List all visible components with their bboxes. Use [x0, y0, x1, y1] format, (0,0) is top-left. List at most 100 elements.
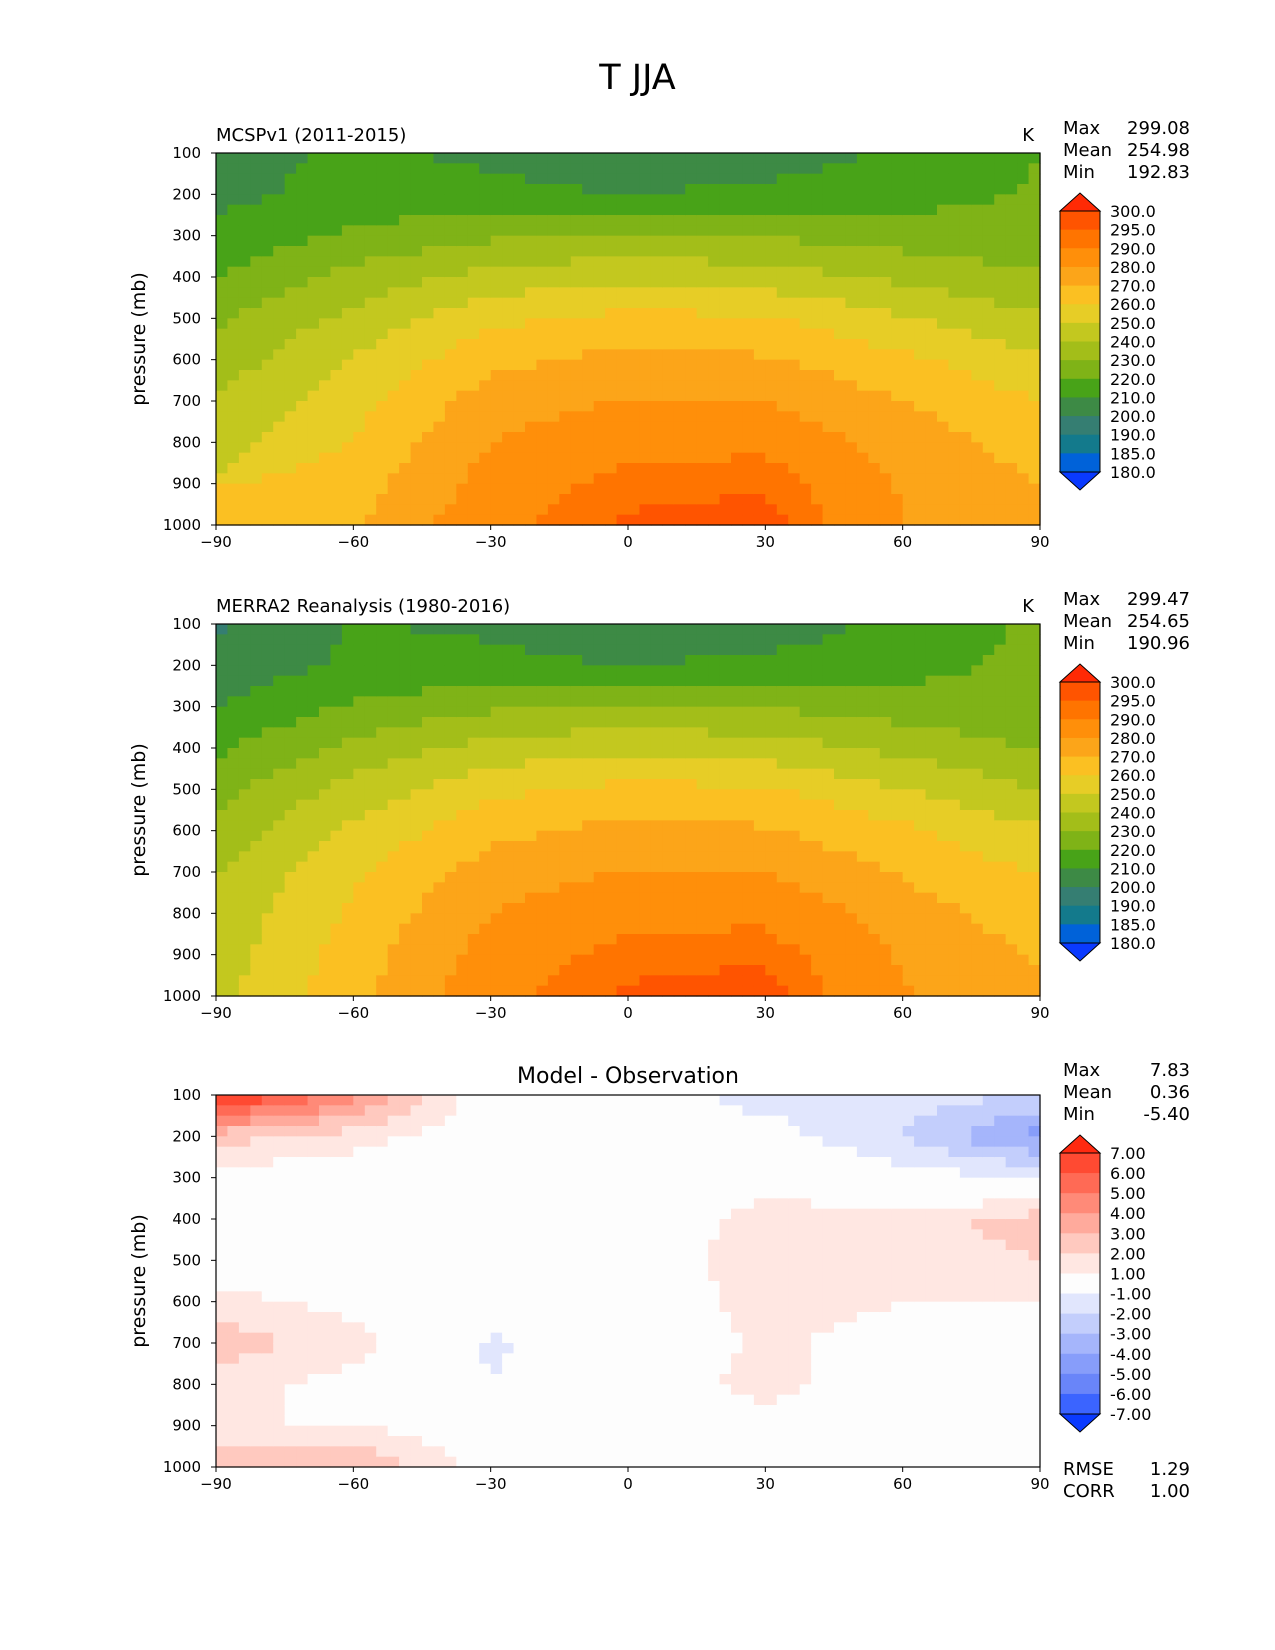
- field-cell: [696, 370, 709, 381]
- field-cell: [788, 634, 801, 646]
- field-cell: [605, 401, 618, 412]
- field-cell: [959, 215, 972, 226]
- field-cell: [673, 194, 686, 206]
- field-cell: [353, 841, 366, 852]
- field-cell: [856, 153, 869, 164]
- field-cell: [639, 173, 652, 185]
- field-cell: [582, 256, 595, 268]
- field-cell: [307, 634, 320, 646]
- field-cell: [296, 748, 309, 759]
- field-cell: [776, 442, 789, 454]
- field-cell: [708, 737, 721, 749]
- field-cell: [856, 442, 869, 454]
- field-cell: [319, 913, 332, 925]
- field-cell: [536, 779, 549, 790]
- field-cell: [582, 494, 595, 505]
- field-cell: [319, 934, 332, 945]
- field-cell: [273, 644, 286, 656]
- field-cell: [662, 985, 675, 997]
- field-cell: [822, 308, 835, 319]
- field-cell: [628, 411, 641, 423]
- field-cell: [776, 246, 789, 257]
- field-cell: [605, 246, 618, 257]
- field-cell: [330, 411, 343, 423]
- field-cell: [399, 184, 412, 195]
- field-cell: [536, 655, 549, 666]
- field-cell: [1005, 225, 1018, 237]
- field-cell: [410, 225, 423, 237]
- field-cell: [444, 204, 457, 216]
- field-cell: [490, 494, 503, 505]
- field-cell: [216, 204, 229, 216]
- field-cell: [1028, 390, 1041, 402]
- field-cell: [376, 173, 389, 185]
- field-cell: [925, 717, 938, 728]
- field-cell: [776, 380, 789, 392]
- field-cell: [559, 153, 572, 164]
- field-cell: [1005, 297, 1018, 309]
- field-cell: [971, 452, 984, 464]
- field-cell: [570, 717, 583, 728]
- field-cell: [216, 297, 229, 309]
- field-cell: [353, 727, 366, 739]
- field-cell: [879, 297, 892, 309]
- field-cell: [433, 308, 446, 319]
- field-cell: [238, 624, 251, 635]
- field-cell: [444, 779, 457, 790]
- field-cell: [1017, 380, 1030, 392]
- field-cell: [742, 246, 755, 257]
- field-cell: [353, 717, 366, 728]
- field-cell: [479, 655, 492, 666]
- field-cell: [799, 287, 812, 299]
- field-cell: [467, 411, 480, 423]
- field-cell: [570, 892, 583, 904]
- field-cell: [628, 297, 641, 309]
- field-cell: [547, 892, 560, 904]
- field-cell: [261, 624, 274, 635]
- field-cell: [341, 903, 354, 914]
- field-cell: [593, 349, 606, 361]
- field-cell: [570, 696, 583, 708]
- field-cell: [914, 737, 927, 749]
- field-cell: [948, 235, 961, 247]
- field-cell: [330, 163, 343, 175]
- field-cell: [982, 277, 995, 288]
- field-cell: [673, 328, 686, 340]
- field-cell: [364, 872, 377, 883]
- field-cell: [891, 810, 904, 821]
- field-cell: [502, 892, 515, 904]
- field-cell: [513, 944, 526, 956]
- field-cell: [753, 277, 766, 288]
- field-cell: [479, 359, 492, 371]
- field-cell: [467, 820, 480, 832]
- field-cell: [662, 624, 675, 635]
- field-cell: [650, 235, 663, 247]
- field-cell: [708, 390, 721, 402]
- field-cell: [891, 225, 904, 237]
- field-cell: [731, 965, 744, 976]
- field-cell: [216, 768, 229, 780]
- field-cell: [799, 820, 812, 832]
- field-cell: [273, 184, 286, 195]
- field-cell: [376, 954, 389, 966]
- field-cell: [765, 215, 778, 226]
- field-cell: [296, 830, 309, 842]
- colorbar-swatch: [1060, 248, 1100, 268]
- field-cell: [925, 830, 938, 842]
- field-cell: [593, 624, 606, 635]
- field-cell: [822, 851, 835, 863]
- field-cell: [948, 494, 961, 505]
- field-cell: [525, 463, 538, 474]
- field-cell: [822, 463, 835, 474]
- field-cell: [525, 287, 538, 299]
- field-cell: [1028, 339, 1041, 350]
- field-cell: [753, 194, 766, 206]
- field-cell: [742, 277, 755, 288]
- field-cell: [490, 882, 503, 894]
- field-cell: [376, 380, 389, 392]
- field-cell: [673, 799, 686, 811]
- field-cell: [845, 861, 858, 873]
- field-cell: [433, 872, 446, 883]
- field-cell: [341, 297, 354, 309]
- field-cell: [776, 686, 789, 697]
